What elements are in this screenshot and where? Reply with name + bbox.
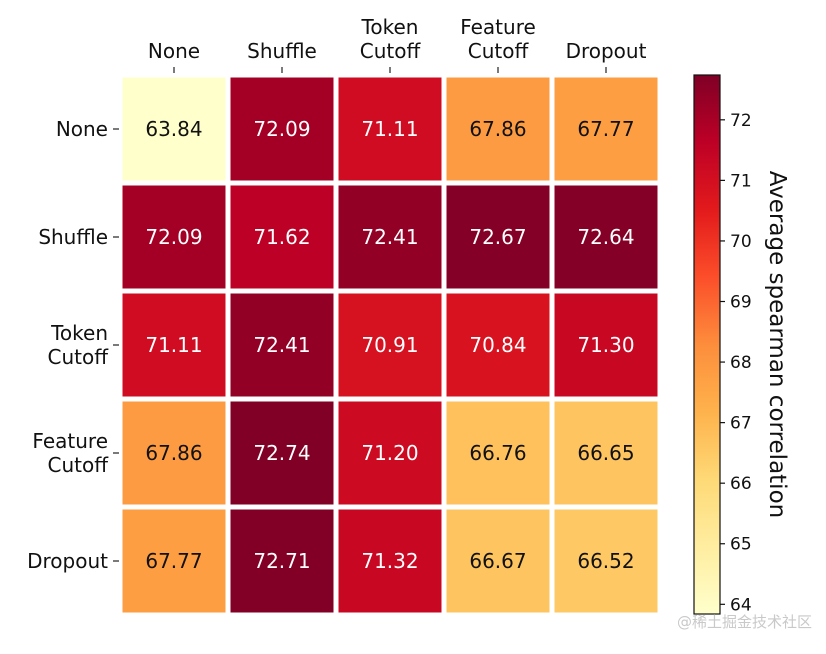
- cell-value-label: 66.67: [469, 549, 526, 573]
- y-tick-label: Token Cutoff: [48, 321, 110, 369]
- cell-value-label: 72.67: [469, 225, 526, 249]
- cell-value-label: 67.86: [145, 441, 202, 465]
- heatmap-cell: [446, 77, 550, 181]
- colorbar-tick-label: 66: [730, 474, 752, 494]
- cell-value-label: 70.84: [469, 333, 526, 357]
- cell-value-label: 72.09: [253, 117, 310, 141]
- heatmap-cell: [338, 185, 442, 289]
- cell-value-label: 71.11: [361, 117, 418, 141]
- cell-value-label: 71.11: [145, 333, 202, 357]
- colorbar-tick-label: 65: [730, 535, 752, 555]
- cell-value-label: 67.77: [577, 117, 634, 141]
- heatmap-cell: [554, 509, 658, 613]
- heatmap-cell: [122, 77, 226, 181]
- cell-value-label: 71.20: [361, 441, 418, 465]
- heatmap-cell: [122, 293, 226, 397]
- cell-value-label: 72.41: [253, 333, 310, 357]
- cell-value-label: 71.32: [361, 549, 418, 573]
- heatmap-cell: [122, 185, 226, 289]
- x-tick-label: None: [148, 39, 200, 63]
- cell-value-label: 66.65: [577, 441, 634, 465]
- heatmap-cell: [230, 293, 334, 397]
- cell-value-label: 70.91: [361, 333, 418, 357]
- cell-value-label: 67.86: [469, 117, 526, 141]
- cell-value-label: 63.84: [145, 117, 202, 141]
- heatmap-cell: [446, 185, 550, 289]
- x-tick-label: Token Cutoff: [360, 15, 422, 63]
- watermark: @稀土掘金技术社区: [676, 613, 812, 631]
- cell-value-label: 72.09: [145, 225, 202, 249]
- heatmap-cell: [338, 509, 442, 613]
- cell-value-label: 72.74: [253, 441, 310, 465]
- cell-value-label: 72.71: [253, 549, 310, 573]
- heatmap-cell: [554, 77, 658, 181]
- y-tick-label: None: [56, 117, 108, 141]
- y-tick-label: Dropout: [27, 549, 108, 573]
- colorbar-tick-label: 71: [730, 171, 752, 191]
- heatmap-cell: [338, 293, 442, 397]
- x-tick-label: Shuffle: [247, 39, 317, 63]
- heatmap-cell: [446, 293, 550, 397]
- heatmap-cell: [446, 509, 550, 613]
- heatmap-cell: [230, 77, 334, 181]
- heatmap-cell: [554, 401, 658, 505]
- cell-value-label: 67.77: [145, 549, 202, 573]
- heatmap-cell: [230, 185, 334, 289]
- colorbar-tick-label: 70: [730, 232, 752, 252]
- y-tick-label: Shuffle: [38, 225, 108, 249]
- heatmap-cell: [122, 401, 226, 505]
- heatmap-cell: [554, 185, 658, 289]
- heatmap-cell: [554, 293, 658, 397]
- colorbar-tick-label: 68: [730, 353, 752, 373]
- cell-value-label: 71.62: [253, 225, 310, 249]
- heatmap-cell: [230, 509, 334, 613]
- cell-value-label: 72.64: [577, 225, 634, 249]
- colorbar: [693, 74, 721, 615]
- cell-value-label: 71.30: [577, 333, 634, 357]
- heatmap-cell: [338, 77, 442, 181]
- colorbar-tick-label: 67: [730, 414, 752, 434]
- cell-value-label: 66.76: [469, 441, 526, 465]
- cell-value-label: 72.41: [361, 225, 418, 249]
- x-tick-label: Dropout: [566, 39, 647, 63]
- colorbar-tick-label: 69: [730, 293, 752, 313]
- heatmap-cell: [230, 401, 334, 505]
- cell-value-label: 66.52: [577, 549, 634, 573]
- heatmap-cell: [338, 401, 442, 505]
- colorbar-tick-label: 72: [730, 111, 752, 131]
- colorbar-label: Average spearman correlation: [764, 171, 790, 518]
- heatmap-cell: [446, 401, 550, 505]
- y-tick-label: Feature Cutoff: [32, 429, 109, 477]
- colorbar-tick-label: 64: [730, 595, 752, 615]
- heatmap-cell: [122, 509, 226, 613]
- x-tick-label: Feature Cutoff: [460, 15, 536, 63]
